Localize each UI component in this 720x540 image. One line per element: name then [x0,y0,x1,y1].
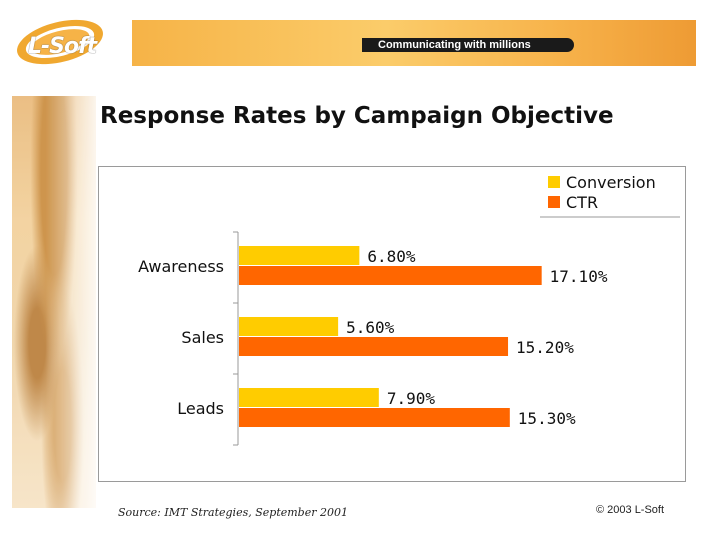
tagline: Communicating with millions [378,39,531,51]
lsoft-logo: L-Soft [12,12,110,68]
logo-swoosh-icon [17,19,103,65]
legend-label: CTR [566,193,598,212]
copyright: © 2003 L-Soft [596,504,665,516]
data-label: 15.20% [516,338,574,357]
logo-text: L-Soft [28,34,97,59]
bar-conversion [239,246,360,265]
data-label: 5.60% [346,318,395,337]
legend-swatch-ctr [548,196,560,208]
bar-ctr [239,337,509,356]
header-photo [12,96,96,508]
data-label: 7.90% [387,389,436,408]
bar-ctr [239,408,510,427]
category-label: Leads [177,399,224,418]
slide-title: Response Rates by Campaign Objective [100,103,614,129]
data-label: 15.30% [518,409,576,428]
source-note: Source: IMT Strategies, September 2001 [118,506,348,519]
tagline-box [362,38,574,52]
data-label: 17.10% [550,267,608,286]
legend-label: Conversion [566,173,656,192]
bar-conversion [239,317,339,336]
data-label: 6.80% [367,247,416,266]
chart-frame [98,166,686,482]
bar-conversion [239,388,379,407]
category-label: Sales [181,328,224,347]
category-label: Awareness [138,257,224,276]
bar-ctr [239,266,542,285]
legend-swatch-conversion [548,176,560,188]
